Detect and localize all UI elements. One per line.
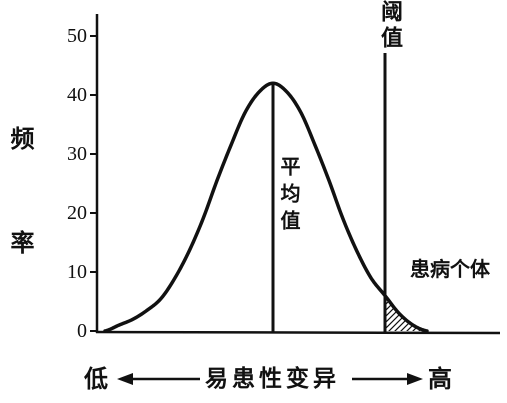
x-axis-label: 易患性变异 xyxy=(205,366,340,392)
y-tick-label-30: 30 xyxy=(67,143,87,165)
y-tick-label-50: 50 xyxy=(67,25,87,47)
mean-label: 平均值 xyxy=(277,156,301,237)
y-tick-label-10: 10 xyxy=(67,261,87,283)
y-ticks: 0 10 20 30 40 50 xyxy=(67,25,97,342)
x-low-label: 低 xyxy=(84,365,108,393)
threshold-label: 阈值 xyxy=(377,0,402,52)
y-tick-label-0: 0 xyxy=(77,320,87,342)
y-tick-label-20: 20 xyxy=(67,202,87,224)
left-arrow xyxy=(117,373,200,385)
affected-area xyxy=(385,295,427,331)
affected-label: 患病个体 xyxy=(410,257,490,281)
y-axis-label: 频率 xyxy=(6,126,34,334)
right-arrow xyxy=(352,373,423,385)
y-tick-label-40: 40 xyxy=(67,84,87,106)
frequency-curve xyxy=(103,81,429,333)
x-axis xyxy=(95,330,501,335)
x-high-label: 高 xyxy=(428,365,452,393)
